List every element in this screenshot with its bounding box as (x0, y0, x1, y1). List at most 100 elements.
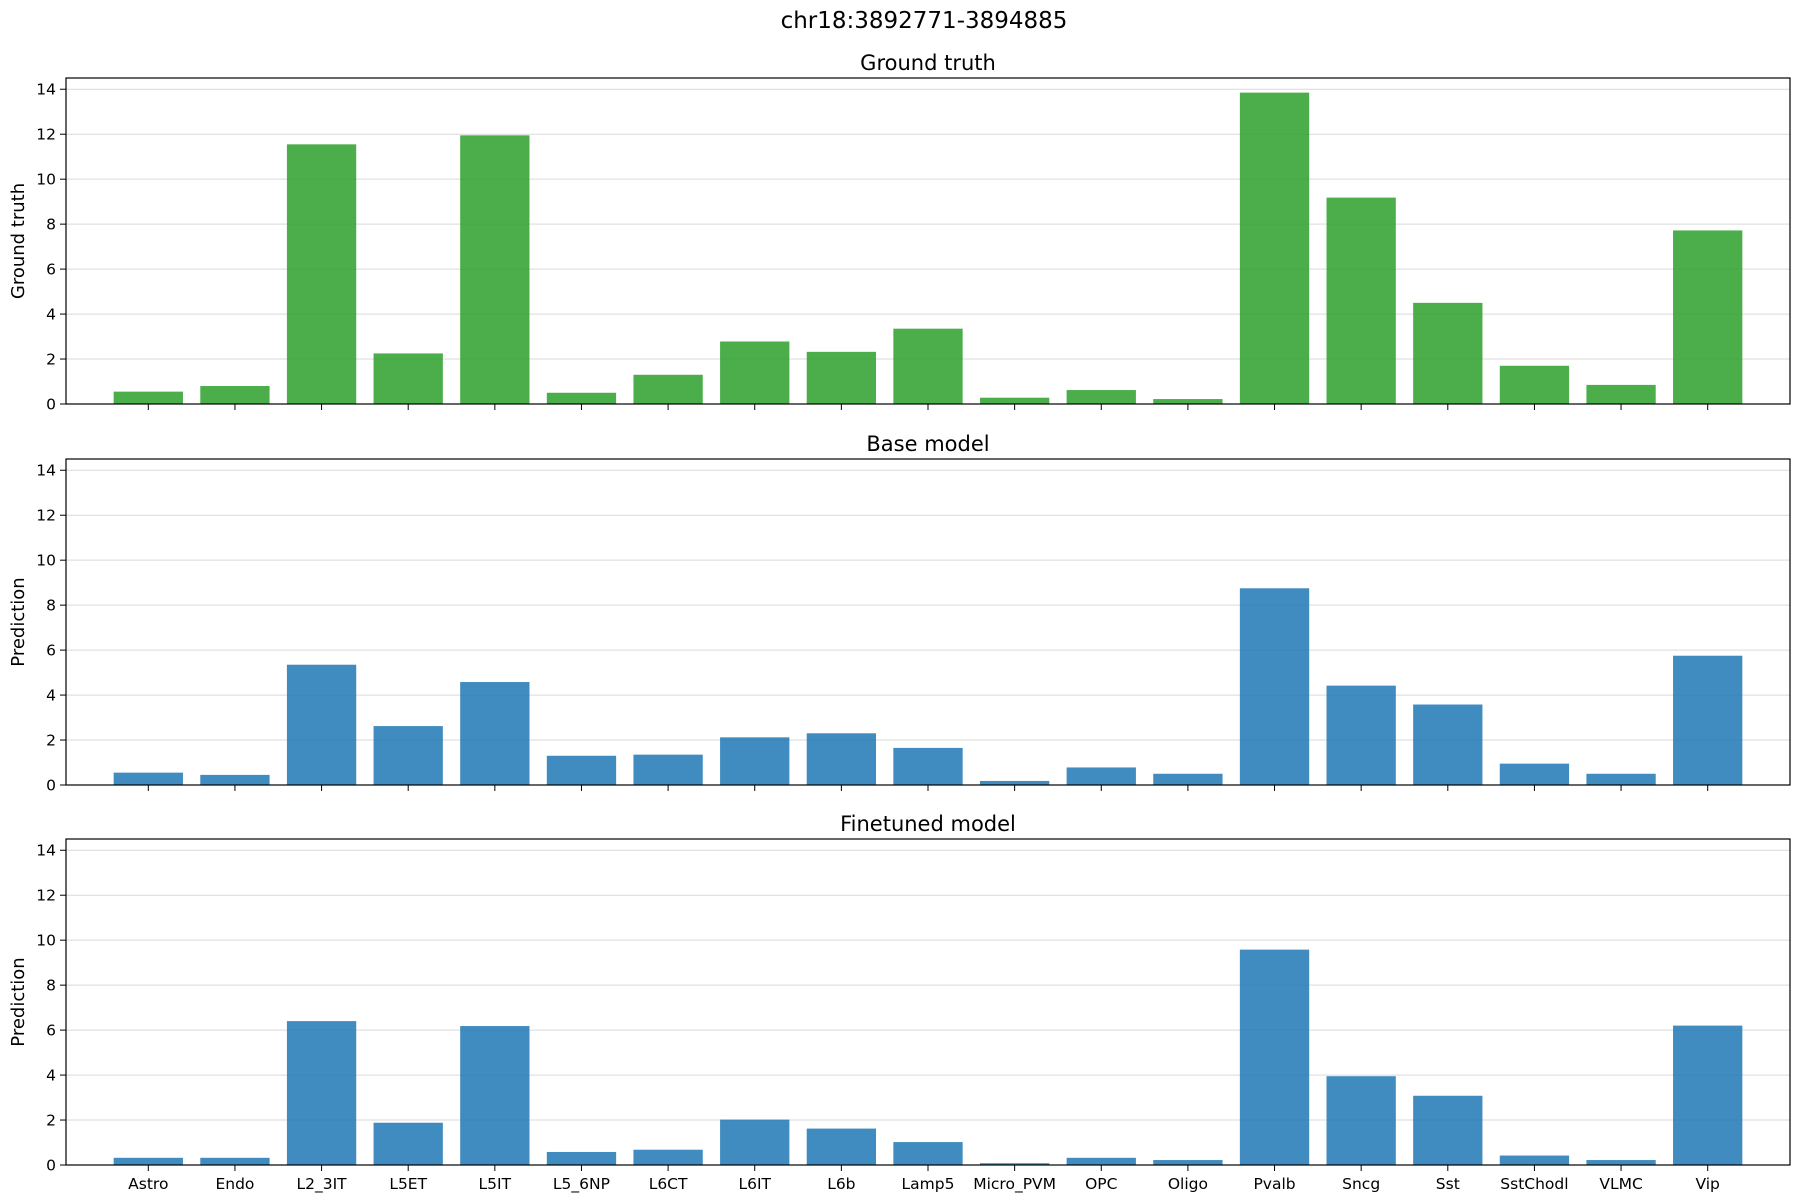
bar-sst (1413, 1095, 1483, 1165)
bar-oligo (1153, 1160, 1223, 1165)
bar-endo (200, 386, 270, 404)
y-tick-label: 12 (36, 126, 56, 144)
axes-frame (65, 838, 1791, 1166)
x-tick-label: L5_6NP (553, 1175, 610, 1194)
y-tick-label: 8 (46, 597, 56, 615)
y-tick-label: 10 (36, 171, 56, 189)
y-tick-label: 0 (46, 396, 56, 414)
subplots: Ground truth 0 2 4 6 8 10 12 14 Ground truth Base … (8, 51, 1791, 1194)
y-axis-label: Prediction (8, 957, 29, 1046)
x-tick-label: L6IT (738, 1175, 771, 1193)
bar-l6it (720, 737, 790, 785)
y-tick-label: 4 (46, 306, 56, 324)
y-tick-label: 6 (46, 642, 56, 660)
bar-sncg (1326, 1076, 1396, 1165)
y-axis-label: Ground truth (8, 183, 29, 299)
bar-endo (200, 774, 270, 785)
bar-vlmc (1586, 384, 1656, 404)
x-tick-label: Sst (1436, 1175, 1460, 1193)
bar-l5-6np (546, 755, 617, 785)
bar-l6ct (633, 374, 703, 404)
y-tick-label: 6 (46, 261, 56, 279)
bar-l6ct (633, 754, 703, 785)
bar-l6it (720, 1119, 790, 1165)
x-tick-label: SstChodl (1500, 1175, 1568, 1193)
y-tick-label: 6 (46, 1022, 56, 1040)
bar-l6b (806, 351, 877, 404)
bar-vip (1673, 655, 1743, 785)
bar-sncg (1326, 197, 1396, 404)
bar-micro-pvm (979, 397, 1050, 404)
x-tick-label: L6CT (649, 1175, 688, 1193)
bar-l2-3it (286, 1021, 357, 1165)
bar-pvalb (1239, 92, 1310, 404)
bar-lamp5 (893, 747, 963, 785)
bar-l6b (806, 733, 877, 785)
x-tick-label: L2_3IT (296, 1175, 347, 1194)
y-tick-label: 4 (46, 687, 56, 705)
bar-micro-pvm (979, 1163, 1050, 1165)
bar-l5it (460, 1026, 530, 1165)
bar-l2-3it (286, 664, 357, 785)
bar-vip (1673, 1025, 1743, 1165)
bar-astro (113, 391, 183, 404)
y-tick-label: 2 (46, 1112, 56, 1130)
x-tick-label: Oligo (1168, 1175, 1208, 1193)
bar-l5-6np (546, 1151, 617, 1165)
bar-sstchodl (1499, 763, 1570, 785)
y-tick-label: 14 (36, 842, 56, 860)
x-tick-label: L5IT (479, 1175, 512, 1193)
y-tick-label: 12 (36, 887, 56, 905)
bar-oligo (1153, 399, 1223, 404)
bar-oligo (1153, 773, 1223, 785)
bar-l5et (373, 353, 443, 404)
y-tick-label: 0 (46, 1157, 56, 1175)
bar-l6b (806, 1128, 877, 1165)
axes-frame (65, 458, 1791, 786)
bar-l2-3it (286, 144, 357, 404)
bar-micro-pvm (979, 780, 1050, 785)
bar-l5et (373, 1122, 443, 1165)
y-tick-label: 10 (36, 932, 56, 950)
subplot-title: Finetuned model (840, 812, 1016, 836)
bar-sstchodl (1499, 365, 1570, 404)
x-tick-label: L5ET (389, 1175, 427, 1193)
y-tick-label: 12 (36, 507, 56, 525)
bar-l6ct (633, 1149, 703, 1165)
bar-endo (200, 1157, 270, 1165)
bar-pvalb (1239, 949, 1310, 1165)
bar-l6it (720, 341, 790, 404)
x-tick-label: VLMC (1599, 1175, 1642, 1193)
y-tick-label: 14 (36, 81, 56, 99)
bar-opc (1066, 390, 1136, 404)
bar-astro (113, 1157, 183, 1165)
y-tick-label: 2 (46, 732, 56, 750)
bar-sstchodl (1499, 1155, 1570, 1165)
bar-vip (1673, 230, 1743, 404)
x-tick-label: Lamp5 (902, 1175, 955, 1193)
bar-l5et (373, 726, 443, 785)
subplot-title: Ground truth (860, 51, 996, 75)
subplot-2: Base model 0 2 4 6 8 10 12 14 Prediction (8, 432, 1791, 795)
x-tick-label: Pvalb (1253, 1175, 1295, 1193)
y-tick-label: 8 (46, 977, 56, 995)
subplot-3: Finetuned model 0 2 4 6 8 10 12 14 Astro Endo L2_3I… (8, 812, 1791, 1194)
y-tick-label: 8 (46, 216, 56, 234)
x-tick-label: Micro_PVM (973, 1175, 1056, 1194)
bar-sncg (1326, 685, 1396, 785)
bar-astro (113, 772, 183, 785)
x-tick-label: Vip (1695, 1175, 1719, 1193)
x-tick-label: Endo (215, 1175, 254, 1193)
subplot-1: Ground truth 0 2 4 6 8 10 12 14 Ground truth (8, 51, 1791, 414)
bar-sst (1413, 302, 1483, 404)
bar-opc (1066, 1157, 1136, 1165)
bar-l5it (460, 682, 530, 785)
y-tick-label: 2 (46, 351, 56, 369)
bar-opc (1066, 767, 1136, 785)
y-tick-label: 10 (36, 552, 56, 570)
x-tick-label: Astro (128, 1175, 168, 1193)
x-tick-label: L6b (827, 1175, 855, 1193)
bar-lamp5 (893, 1142, 963, 1165)
bar-lamp5 (893, 328, 963, 404)
y-axis-label: Prediction (8, 577, 29, 666)
